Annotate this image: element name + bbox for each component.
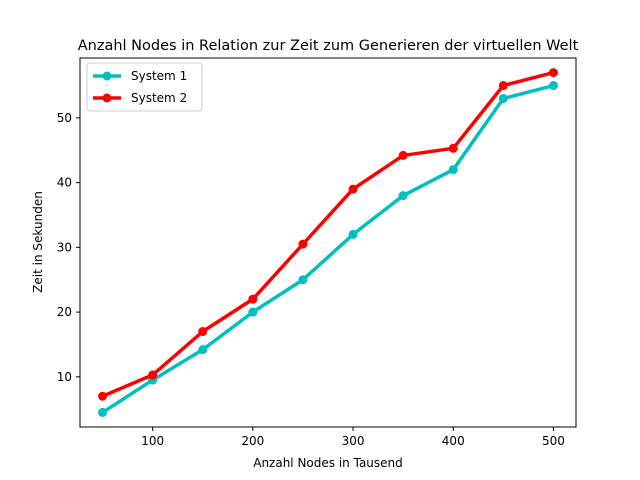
series-line-1 [101,83,554,414]
data-point [148,370,158,380]
data-point [348,184,358,194]
y-axis: 10 20 30 40 50 [57,111,80,384]
y-tick-label: 10 [57,370,72,384]
legend-swatch-marker [102,93,112,103]
chart-title: Anzahl Nodes in Relation zur Zeit zum Ge… [78,38,579,54]
data-point [298,275,308,285]
data-point [498,93,508,103]
x-tick-label: 300 [342,434,365,448]
data-point [548,81,558,91]
data-point [198,327,208,337]
legend-label: System 2 [131,91,187,105]
x-axis: 100 200 300 400 500 [141,427,565,448]
y-tick-label: 40 [57,176,72,190]
x-tick-label: 100 [141,434,164,448]
x-tick-label: 500 [542,434,565,448]
data-point [448,165,458,175]
data-point [98,391,108,401]
legend-swatch-marker [102,71,112,81]
y-tick-label: 30 [57,240,72,254]
data-point [548,68,558,78]
x-axis-label: Anzahl Nodes in Tausend [253,456,403,470]
series-layer [98,68,558,417]
data-point [248,307,258,317]
data-point [448,143,458,153]
data-point [398,191,408,201]
x-tick-label: 400 [442,434,465,448]
data-point [498,81,508,91]
legend: System 1 System 2 [86,62,203,112]
data-point [348,229,358,239]
series-line-2 [101,70,554,398]
y-tick-label: 20 [57,305,72,319]
data-point [398,150,408,160]
data-point [198,345,208,355]
data-point [298,239,308,249]
y-tick-label: 50 [57,111,72,125]
data-point [98,407,108,417]
legend-label: System 1 [131,69,187,83]
x-tick-label: 200 [241,434,264,448]
y-axis-label: Zeit in Sekunden [31,191,45,293]
data-point [248,294,258,304]
